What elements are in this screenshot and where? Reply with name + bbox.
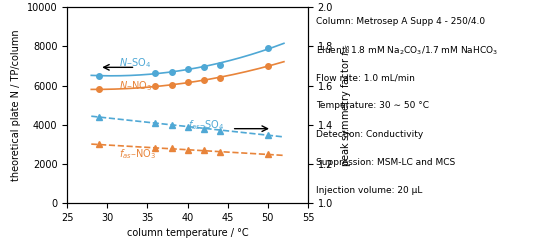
Text: Detection: Conductivity: Detection: Conductivity bbox=[316, 130, 424, 139]
Text: $f_{as}$–SO$_4$: $f_{as}$–SO$_4$ bbox=[188, 118, 224, 132]
Text: Column: Metrosep A Supp 4 - 250/4.0: Column: Metrosep A Supp 4 - 250/4.0 bbox=[316, 17, 486, 26]
Text: Temperature: 30 ∼ 50 °C: Temperature: 30 ∼ 50 °C bbox=[316, 101, 430, 110]
X-axis label: column temperature / °C: column temperature / °C bbox=[127, 228, 249, 239]
Text: Injection volume: 20 μL: Injection volume: 20 μL bbox=[316, 186, 423, 195]
Text: $f_{as}$–NO$_3$: $f_{as}$–NO$_3$ bbox=[119, 147, 157, 161]
Text: $N$–SO$_4$: $N$–SO$_4$ bbox=[119, 56, 151, 70]
Text: $N$–NO$_3$: $N$–NO$_3$ bbox=[119, 80, 152, 93]
Text: Eluent: 1.8 mM Na$_2$CO$_3$/1.7 mM NaHCO$_3$: Eluent: 1.8 mM Na$_2$CO$_3$/1.7 mM NaHCO… bbox=[316, 45, 498, 57]
Y-axis label: peak symmetry factor $f_{as}$: peak symmetry factor $f_{as}$ bbox=[339, 43, 353, 167]
Text: Suppression: MSM-LC and MCS: Suppression: MSM-LC and MCS bbox=[316, 158, 456, 167]
Y-axis label: theoretical plate N / TP/column: theoretical plate N / TP/column bbox=[11, 29, 21, 181]
Text: Flow rate: 1.0 mL/min: Flow rate: 1.0 mL/min bbox=[316, 73, 416, 82]
